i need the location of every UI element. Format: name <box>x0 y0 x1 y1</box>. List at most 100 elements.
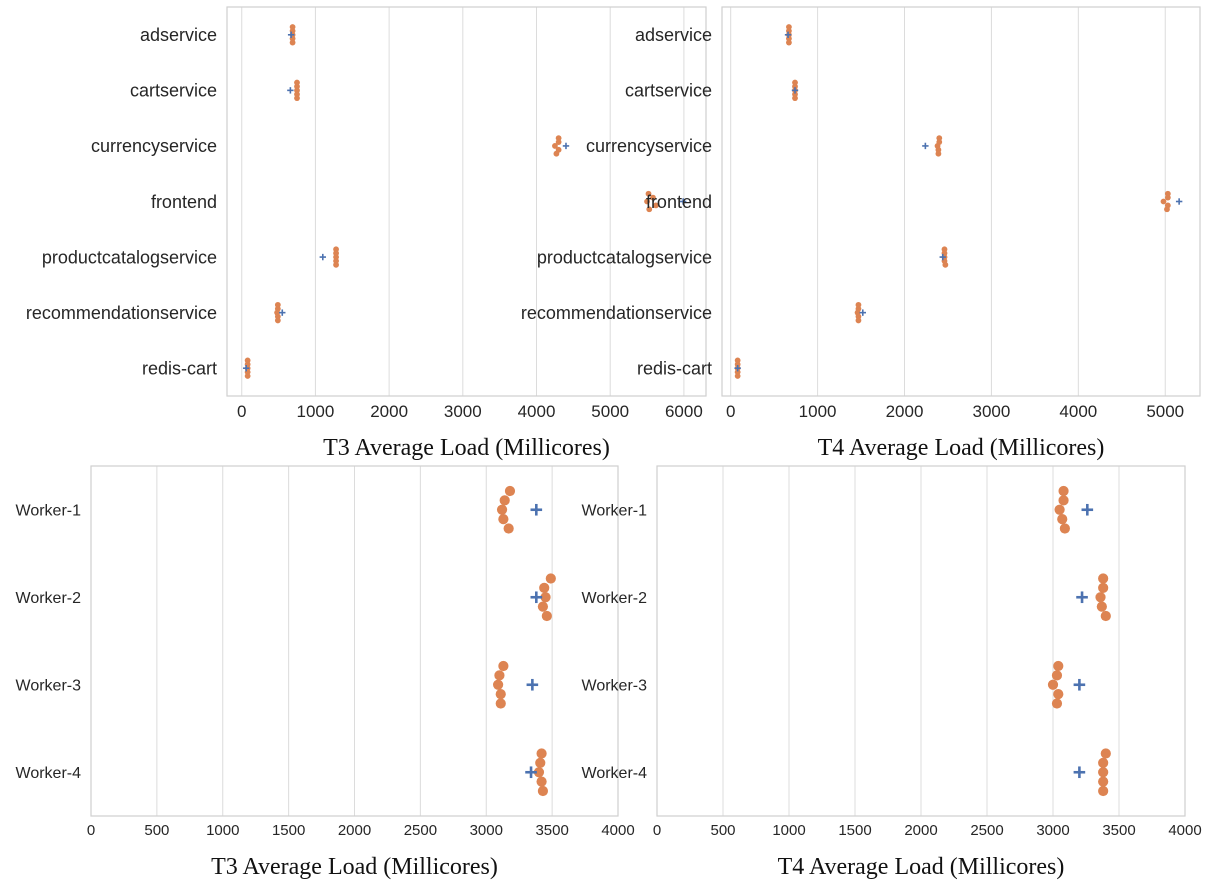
observed-point <box>541 610 552 622</box>
category-label: productcatalogservice <box>537 247 712 267</box>
predicted-point <box>1081 503 1094 516</box>
x-tick-label: 4000 <box>601 822 634 839</box>
observed-point <box>1100 748 1111 759</box>
predicted-point <box>791 87 799 94</box>
observed-point <box>533 767 545 778</box>
x-tick-label: 2000 <box>370 402 408 421</box>
predicted-point <box>1073 766 1086 779</box>
observed-point <box>333 261 339 268</box>
observed-point <box>786 39 792 46</box>
predicted-point <box>784 31 792 38</box>
x-tick-label: 1500 <box>838 822 871 839</box>
x-tick-label: 2500 <box>970 822 1003 839</box>
observed-point <box>1098 582 1109 593</box>
category-label: Worker-4 <box>582 765 648 782</box>
observed-point <box>1058 495 1069 506</box>
x-tick-label: 6000 <box>665 402 703 421</box>
x-tick-label: 3000 <box>444 402 482 421</box>
observed-point <box>1098 767 1109 778</box>
category-label: redis-cart <box>142 359 217 379</box>
x-tick-label: 2000 <box>886 402 924 421</box>
x-tick-label: 5000 <box>591 402 629 421</box>
observed-point <box>1100 610 1111 622</box>
x-tick-label: 2000 <box>338 822 371 839</box>
predicted-point <box>562 142 570 150</box>
predicted-point <box>279 309 286 316</box>
x-tick-label: 3000 <box>470 822 503 839</box>
x-tick-label: 4000 <box>518 402 556 421</box>
observed-point <box>1053 660 1064 672</box>
observed-point <box>294 95 300 102</box>
observed-point <box>504 485 516 497</box>
observed-point <box>498 514 509 525</box>
category-label: currencyservice <box>586 136 712 156</box>
observed-point <box>1098 573 1109 584</box>
observed-point <box>540 592 551 603</box>
observed-point <box>644 198 650 205</box>
x-tick-label: 0 <box>237 402 246 421</box>
x-axis-label: T4 Average Load (Millicores) <box>818 435 1105 461</box>
observed-point <box>645 190 652 197</box>
plot-frame <box>656 465 1186 817</box>
x-tick-label: 4000 <box>1168 822 1201 839</box>
predicted-point <box>939 253 946 261</box>
observed-point <box>1057 514 1068 525</box>
observed-point <box>289 39 296 46</box>
plot-frame <box>226 6 707 397</box>
category-label: Worker-4 <box>16 765 82 782</box>
predicted-point <box>526 678 539 691</box>
x-tick-label: 500 <box>144 822 169 839</box>
predicted-point <box>287 31 295 38</box>
x-tick-label: 3500 <box>1102 822 1135 839</box>
predicted-point <box>1175 198 1183 205</box>
x-axis-label: T3 Average Load (Millicores) <box>323 435 610 461</box>
observed-point <box>495 698 506 709</box>
observed-point <box>496 504 508 515</box>
category-label: frontend <box>151 192 217 212</box>
observed-point <box>495 689 506 700</box>
x-tick-label: 1000 <box>206 822 239 839</box>
observed-point <box>535 757 546 768</box>
observed-point <box>935 150 942 157</box>
category-label: cartservice <box>130 81 217 101</box>
predicted-point <box>734 365 741 372</box>
plot-frame <box>90 465 619 817</box>
category-label: Worker-1 <box>16 502 82 519</box>
category-label: adservice <box>635 25 712 45</box>
observed-point <box>274 317 281 324</box>
observed-point <box>552 143 558 149</box>
x-tick-label: 0 <box>726 402 735 421</box>
observed-point <box>1095 592 1106 603</box>
x-tick-label: 2000 <box>904 822 937 839</box>
observed-point <box>1058 485 1069 497</box>
x-tick-label: 3000 <box>973 402 1011 421</box>
predicted-point <box>242 365 250 372</box>
x-tick-label: 500 <box>710 822 735 839</box>
category-label: recommendationservice <box>26 303 217 323</box>
predicted-point <box>1073 678 1086 691</box>
predicted-point <box>525 766 537 779</box>
category-label: Worker-3 <box>582 677 648 694</box>
observed-point <box>545 573 556 584</box>
predicted-point <box>319 253 326 261</box>
category-label: Worker-3 <box>16 677 82 694</box>
category-label: cartservice <box>625 81 712 101</box>
x-tick-label: 4000 <box>1059 402 1097 421</box>
observed-point <box>499 495 510 506</box>
chart-panel-3: 0 500 1000 1500 2000 2500 3000 3500 4000 T3 Avera… <box>16 465 635 880</box>
predicted-point <box>859 309 866 316</box>
predicted-point <box>530 591 543 604</box>
observed-point <box>650 194 656 201</box>
category-label: redis-cart <box>637 359 712 379</box>
category-label: currencyservice <box>91 136 217 156</box>
observed-point <box>1164 194 1171 201</box>
x-tick-label: 5000 <box>1146 402 1184 421</box>
chart-panel-1: 0 1000 2000 3000 4000 5000 6000 T3 Average Load… <box>26 6 707 461</box>
observed-point <box>1098 776 1109 787</box>
plot-frame <box>721 6 1201 397</box>
predicted-point <box>1076 591 1088 604</box>
predicted-point <box>922 142 929 150</box>
observed-point <box>1098 785 1109 797</box>
category-label: recommendationservice <box>521 303 712 323</box>
